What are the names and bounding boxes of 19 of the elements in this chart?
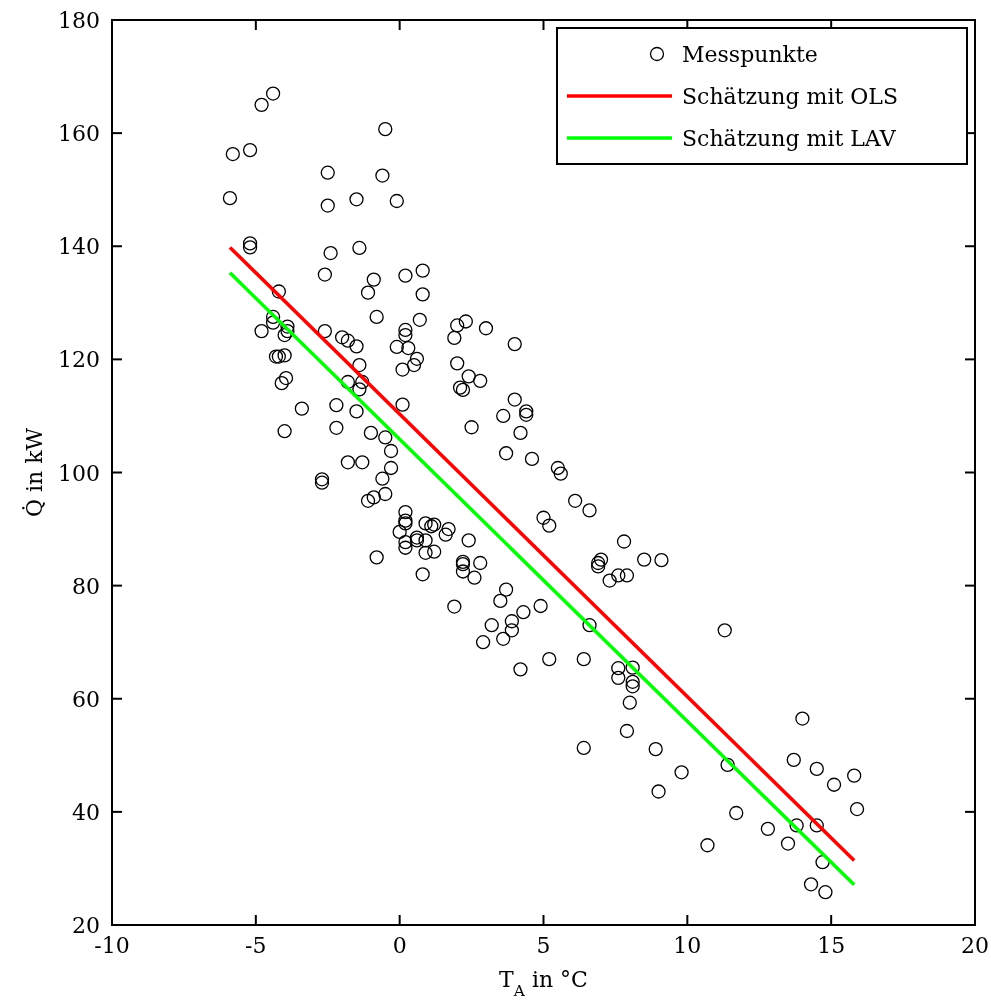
y-tick-label: 180	[58, 8, 100, 33]
legend-label: Messpunkte	[682, 42, 818, 67]
y-tick-label: 120	[58, 347, 100, 373]
y-tick-label: 160	[58, 121, 100, 147]
y-tick-label: 60	[72, 686, 100, 712]
x-tick-label: 5	[536, 933, 551, 958]
y-axis-title: Q̇ in kW	[21, 427, 47, 518]
x-tick-label: 0	[392, 933, 407, 958]
x-axis-title: T$_{A}$ in °C	[499, 967, 588, 1000]
x-tick-label: -5	[245, 933, 267, 958]
y-tick-label: 140	[58, 234, 100, 260]
x-tick-label: 15	[817, 933, 846, 958]
x-tick-label: 10	[673, 933, 702, 958]
y-tick-label: 40	[72, 799, 100, 825]
x-tick-label: 20	[961, 933, 989, 958]
y-tick-label: 100	[58, 460, 100, 486]
legend-label: Schätzung mit OLS	[682, 84, 898, 109]
legend-label: Schätzung mit LAV	[682, 126, 897, 151]
y-tick-label: 80	[72, 573, 100, 599]
